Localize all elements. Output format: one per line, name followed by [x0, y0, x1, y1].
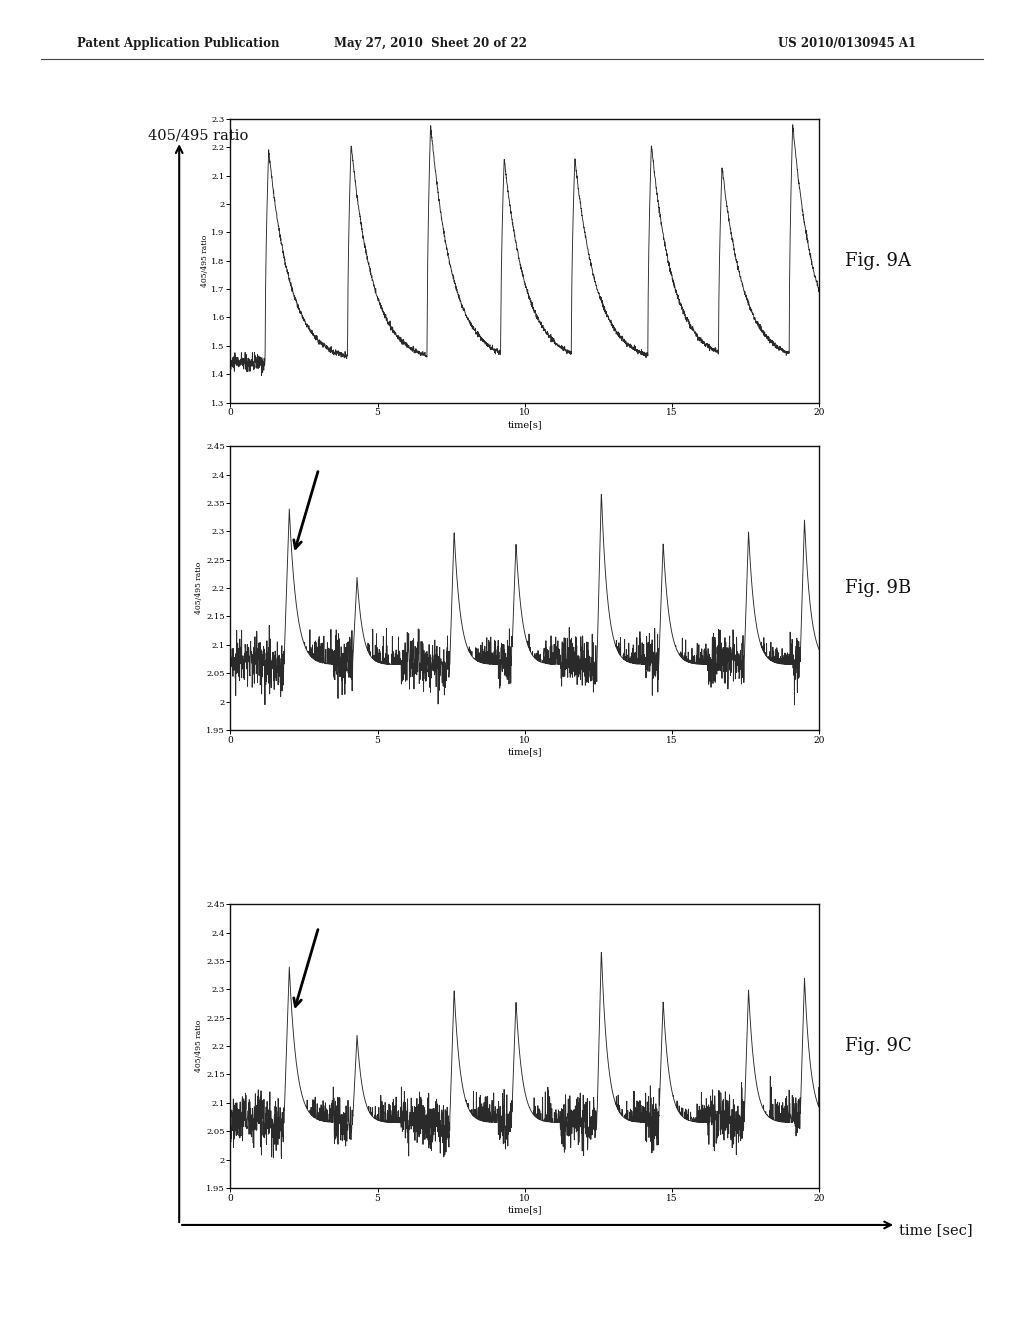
Text: Fig. 9A: Fig. 9A: [845, 252, 910, 269]
Text: 405/495 ratio: 405/495 ratio: [148, 128, 249, 143]
X-axis label: time[s]: time[s]: [508, 747, 542, 756]
Text: US 2010/0130945 A1: US 2010/0130945 A1: [778, 37, 916, 50]
X-axis label: time[s]: time[s]: [508, 1205, 542, 1214]
Y-axis label: 405/495 ratio: 405/495 ratio: [196, 1020, 204, 1072]
Y-axis label: 405/495 ratio: 405/495 ratio: [196, 562, 204, 614]
Text: Fig. 9C: Fig. 9C: [845, 1038, 911, 1055]
Text: May 27, 2010  Sheet 20 of 22: May 27, 2010 Sheet 20 of 22: [334, 37, 526, 50]
Text: Fig. 9B: Fig. 9B: [845, 579, 911, 597]
Text: time [sec]: time [sec]: [899, 1224, 973, 1237]
X-axis label: time[s]: time[s]: [508, 420, 542, 429]
Y-axis label: 405/495 ratio: 405/495 ratio: [201, 235, 209, 286]
Text: Patent Application Publication: Patent Application Publication: [77, 37, 280, 50]
